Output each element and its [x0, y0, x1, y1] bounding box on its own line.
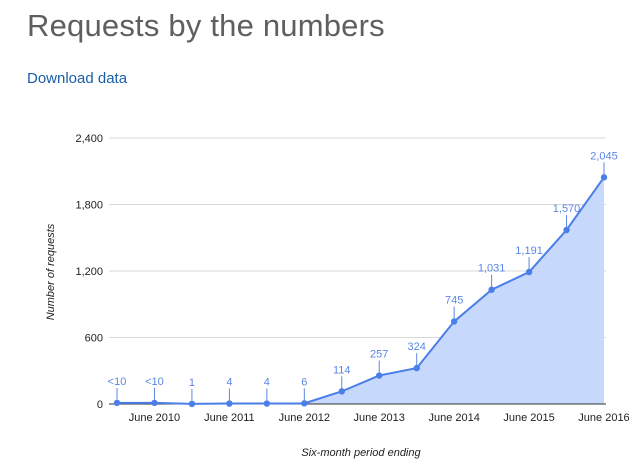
x-tick-label: June 2011 — [204, 412, 255, 424]
data-label: 4 — [264, 377, 270, 389]
y-axis-label: Number of requests — [45, 223, 57, 320]
data-point — [450, 318, 458, 325]
x-tick-label: June 2015 — [503, 412, 554, 424]
data-point — [188, 400, 196, 408]
data-point — [600, 174, 608, 181]
x-tick-label: June 2014 — [428, 412, 479, 424]
data-point — [226, 400, 233, 407]
data-label: 6 — [301, 376, 307, 388]
x-tick-label: June 2012 — [279, 412, 330, 424]
data-labels: <10 <10 1 4 4 6 114 257 324 745 1,031 1,191 1,570 2,0… — [108, 150, 618, 401]
data-label: 4 — [226, 377, 232, 389]
data-point — [338, 388, 345, 395]
y-tick-label: 1,800 — [75, 200, 103, 212]
data-point — [413, 364, 420, 372]
data-label: 1,191 — [515, 245, 543, 257]
line-path — [117, 176, 605, 405]
download-data-link[interactable]: Download data — [27, 70, 128, 87]
data-point — [151, 399, 158, 407]
data-label: 324 — [408, 341, 426, 353]
data-label: <10 — [145, 376, 164, 388]
axes: 0 600 1,200 1,800 2,400 June 2010 June 2011 Jun… — [75, 133, 629, 424]
data-point — [113, 399, 121, 407]
data-label: 257 — [370, 349, 388, 361]
series-line — [117, 176, 605, 405]
y-tick-label: 2,400 — [75, 133, 103, 145]
y-tick-label: 600 — [85, 333, 103, 345]
data-label: 2,045 — [590, 150, 618, 162]
x-tick-label: June 2010 — [129, 412, 180, 424]
data-label: 1 — [189, 377, 195, 389]
y-tick-label: 0 — [97, 399, 103, 411]
data-label: <10 — [108, 376, 127, 388]
x-axis-label: Six-month period ending — [301, 447, 421, 459]
data-label: 745 — [445, 294, 463, 306]
data-point — [376, 372, 383, 379]
area-path — [117, 177, 604, 404]
data-point — [301, 400, 308, 407]
data-label: 114 — [333, 364, 351, 376]
x-tick-label: June 2013 — [354, 412, 405, 424]
data-point — [263, 400, 271, 407]
data-points — [113, 174, 608, 408]
data-label: 1,031 — [478, 263, 506, 275]
data-point — [525, 268, 533, 276]
data-point — [488, 286, 495, 293]
data-point — [563, 226, 570, 234]
y-tick-label: 1,200 — [75, 266, 103, 278]
data-label: 1,570 — [553, 203, 581, 215]
area-fill — [117, 177, 604, 404]
x-tick-label: June 2016 — [578, 412, 629, 424]
page-title: Requests by the numbers — [27, 8, 385, 43]
